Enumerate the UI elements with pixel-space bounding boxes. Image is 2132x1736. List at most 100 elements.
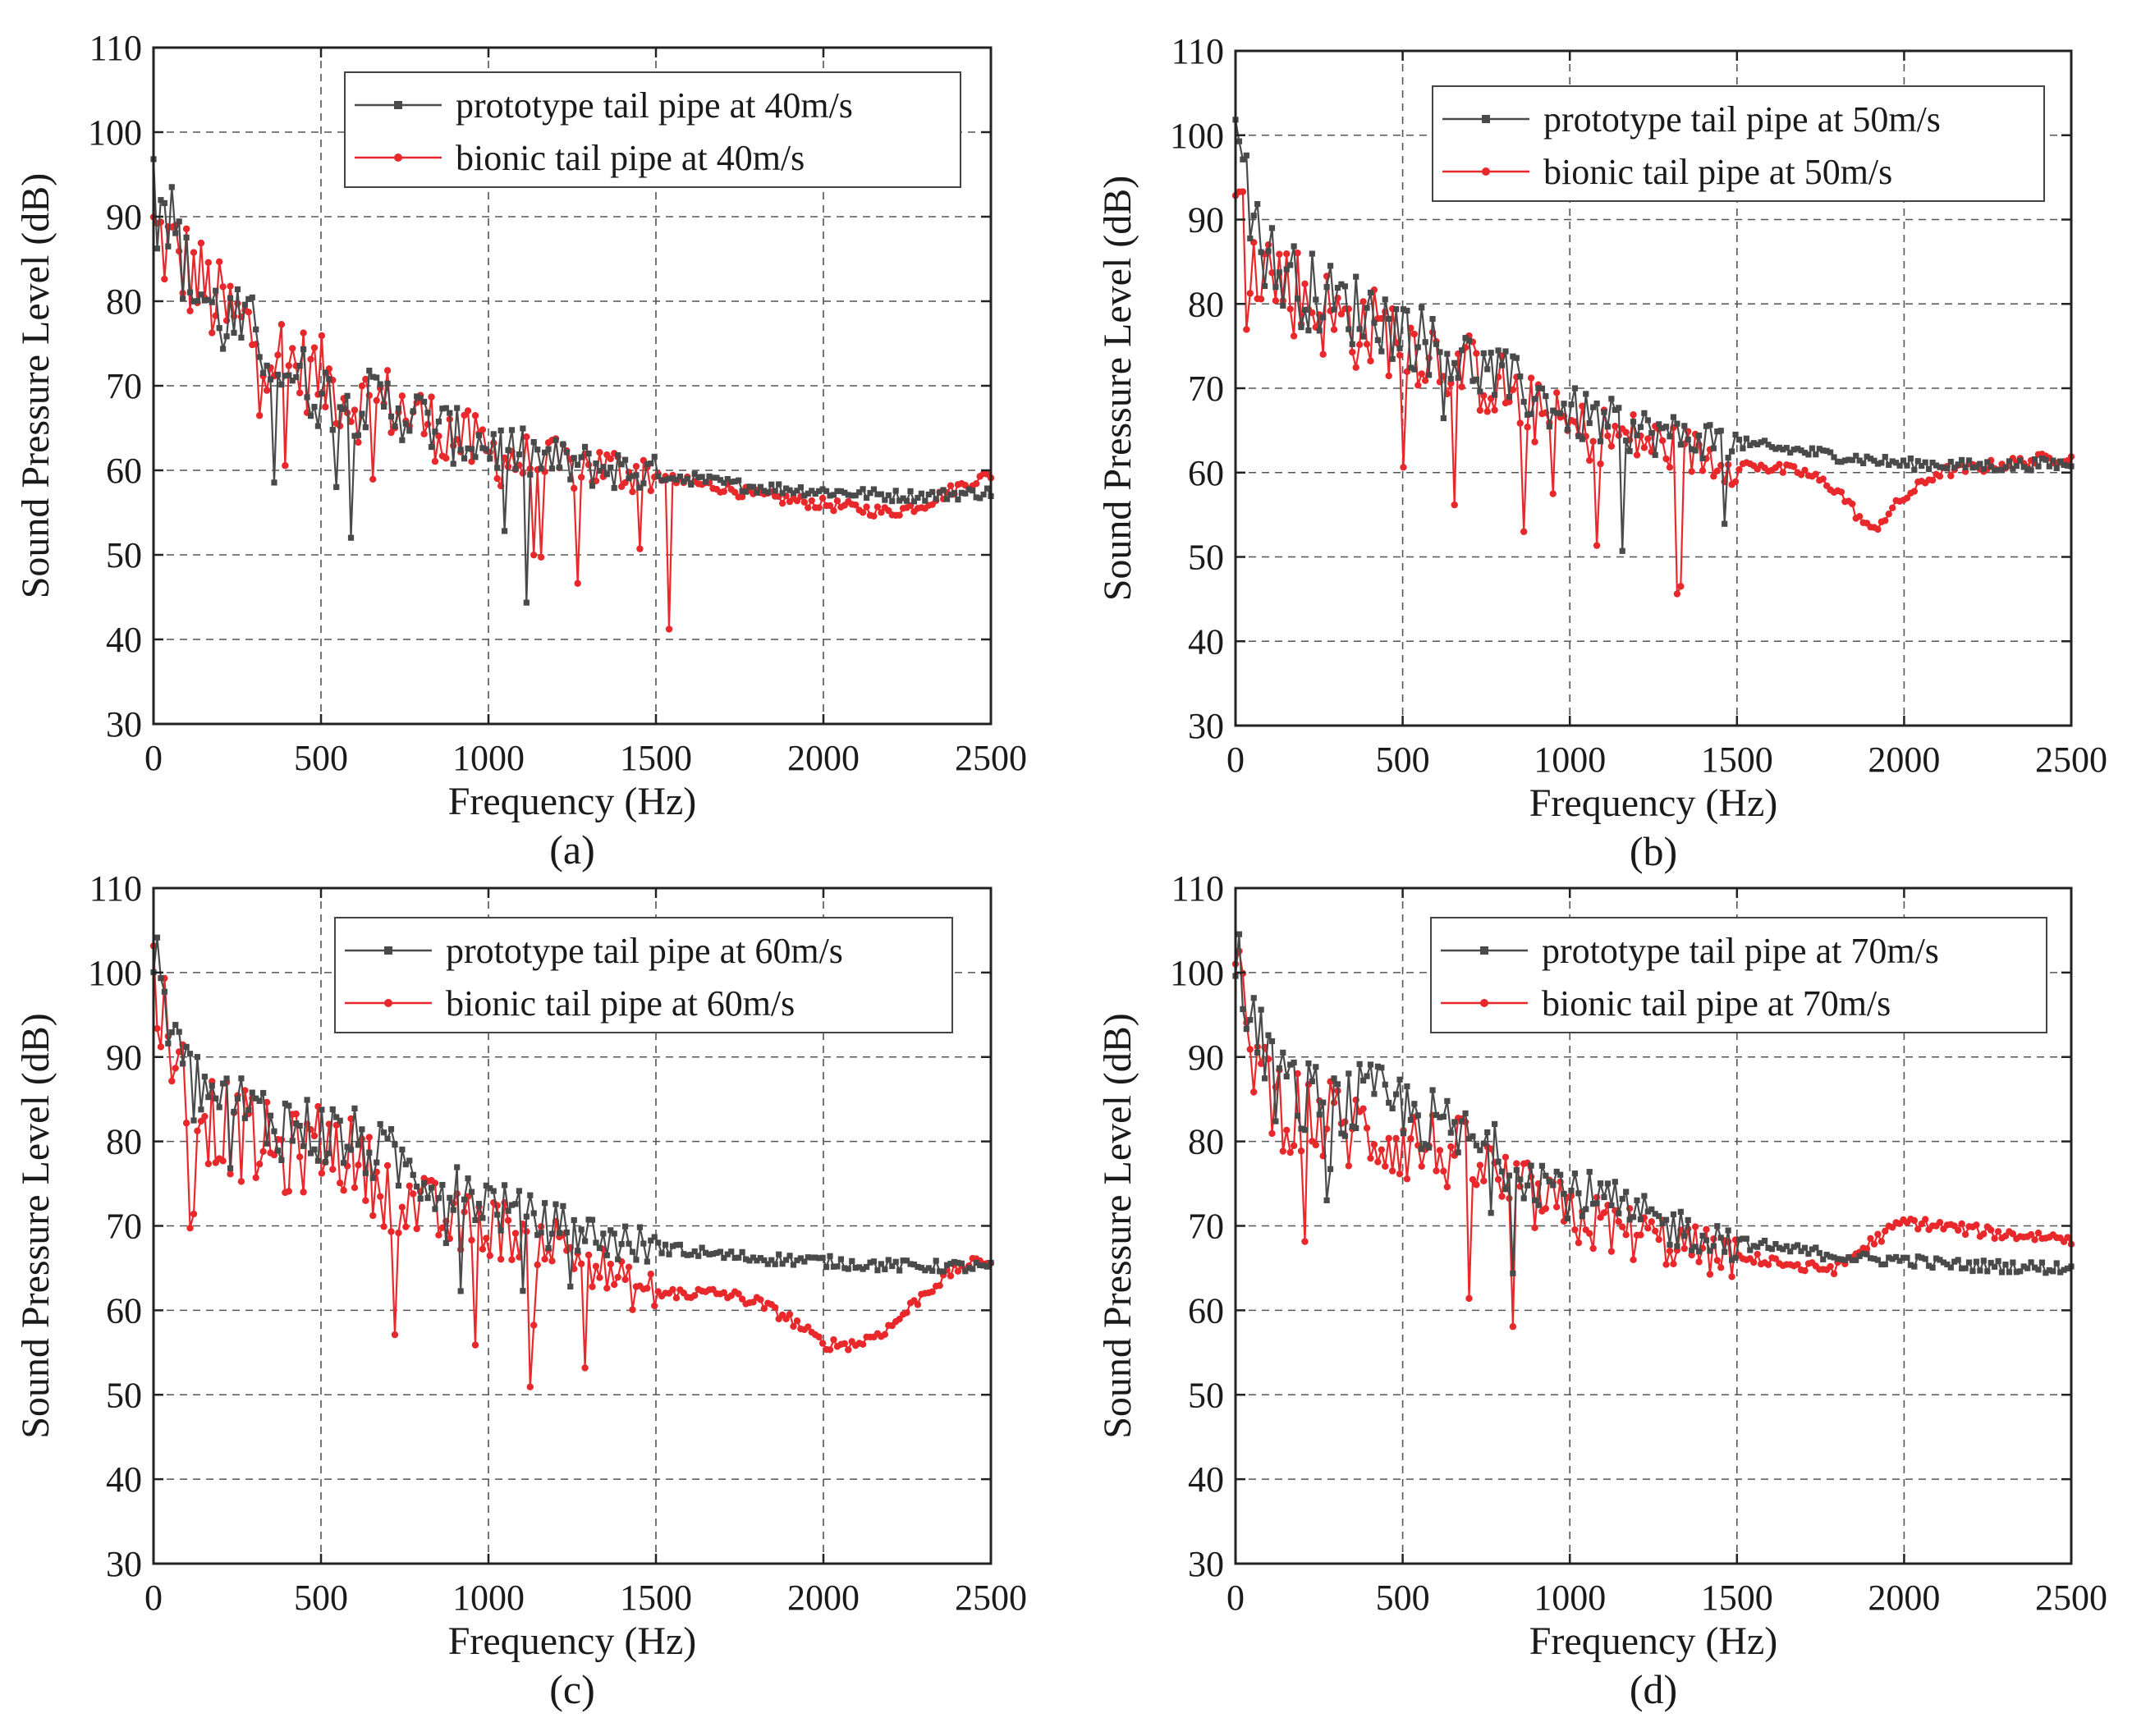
- data-point: [1728, 1273, 1735, 1280]
- data-point: [209, 329, 216, 337]
- data-point: [892, 1258, 899, 1265]
- data-point: [672, 1294, 681, 1302]
- data-point: [351, 433, 358, 439]
- data-point: [1790, 1244, 1797, 1250]
- data-point: [1477, 388, 1483, 395]
- data-point: [1283, 1073, 1290, 1080]
- data-point: [1240, 1005, 1246, 1013]
- data-point: [447, 410, 453, 416]
- data-point: [819, 486, 826, 492]
- data-point: [596, 1244, 603, 1252]
- chart-panel-2: 0 500 1000 1500 2000 2500 30 40 50 60 70 80 90 100 110…: [1096, 31, 2107, 874]
- data-point: [1444, 350, 1451, 357]
- y-tick-label: 40: [1188, 1459, 1224, 1500]
- data-point: [428, 393, 435, 401]
- data-point: [209, 1083, 215, 1089]
- data-point: [497, 427, 504, 434]
- x-tick-label: 500: [1376, 1578, 1430, 1618]
- data-point: [1977, 460, 1983, 467]
- data-point: [1382, 296, 1388, 303]
- data-point: [1396, 351, 1404, 359]
- data-point: [644, 1258, 650, 1265]
- data-point: [736, 1254, 742, 1261]
- data-point: [1272, 1118, 1279, 1125]
- data-point: [530, 551, 538, 559]
- data-point: [1254, 1049, 1261, 1056]
- data-point: [1888, 504, 1896, 511]
- data-point: [2010, 1259, 2016, 1266]
- data-point: [1601, 1193, 1607, 1201]
- data-point: [172, 1021, 179, 1028]
- data-point: [1411, 366, 1418, 373]
- data-point: [450, 1207, 456, 1213]
- data-point: [925, 491, 932, 497]
- data-point: [374, 1159, 380, 1166]
- data-point: [1984, 1268, 1991, 1275]
- data-point: [1298, 1125, 1304, 1132]
- data-point: [1728, 448, 1735, 455]
- data-point: [1440, 1167, 1447, 1175]
- data-point: [413, 1225, 420, 1233]
- data-point: [483, 1234, 490, 1242]
- data-point: [754, 489, 760, 496]
- data-point: [1476, 1161, 1484, 1169]
- data-point: [2002, 1262, 2009, 1268]
- data-point: [383, 367, 392, 374]
- data-point: [1856, 457, 1863, 464]
- data-point: [955, 497, 961, 503]
- data-point: [186, 289, 194, 295]
- data-point: [937, 1268, 943, 1275]
- y-tick-label: 50: [106, 535, 142, 575]
- data-point: [1871, 457, 1878, 464]
- data-point: [1722, 520, 1728, 527]
- data-point: [937, 489, 943, 496]
- data-point: [1831, 1254, 1837, 1261]
- data-point: [709, 1250, 717, 1257]
- data-point: [1969, 1267, 1976, 1275]
- data-point: [1429, 1087, 1436, 1093]
- data-point: [903, 1257, 910, 1264]
- data-point: [1433, 341, 1440, 347]
- data-point: [1864, 453, 1870, 460]
- series-markers-bionic: [1231, 188, 2075, 598]
- data-point: [1421, 377, 1429, 384]
- x-tick-label: 2000: [1868, 1578, 1940, 1618]
- y-tick-label: 80: [106, 1122, 142, 1162]
- data-point: [2017, 1268, 2024, 1275]
- data-point: [626, 475, 632, 482]
- data-point: [1371, 319, 1378, 326]
- x-tick-label: 0: [1226, 740, 1245, 780]
- y-tick-label: 90: [106, 197, 142, 237]
- data-point: [1692, 1244, 1699, 1250]
- data-point: [1312, 1141, 1319, 1149]
- data-point: [1750, 440, 1757, 447]
- data-point: [1652, 1227, 1659, 1234]
- data-point: [797, 483, 804, 491]
- data-point: [402, 1161, 409, 1168]
- data-point: [1301, 1127, 1309, 1134]
- data-point: [1922, 459, 1928, 465]
- data-point: [1980, 1257, 1987, 1264]
- y-tick-label: 100: [1170, 953, 1224, 993]
- data-point: [655, 473, 662, 479]
- data-point: [435, 419, 442, 425]
- data-point: [625, 1263, 633, 1271]
- data-point: [1524, 424, 1531, 431]
- data-point: [720, 488, 728, 495]
- data-point: [271, 1128, 277, 1134]
- data-point: [231, 1108, 237, 1115]
- data-point: [1367, 1061, 1374, 1068]
- data-point: [896, 497, 903, 504]
- data-point: [581, 443, 589, 450]
- data-point: [1433, 1167, 1440, 1175]
- data-point: [213, 1095, 219, 1102]
- x-tick-label: 1000: [452, 1578, 525, 1618]
- data-point: [615, 1256, 621, 1262]
- data-point: [1714, 1223, 1721, 1230]
- data-point: [922, 1267, 928, 1274]
- data-point: [1886, 461, 1892, 469]
- data-point: [1276, 269, 1282, 276]
- data-point: [1243, 152, 1249, 158]
- data-point: [417, 395, 424, 401]
- data-point: [534, 447, 541, 453]
